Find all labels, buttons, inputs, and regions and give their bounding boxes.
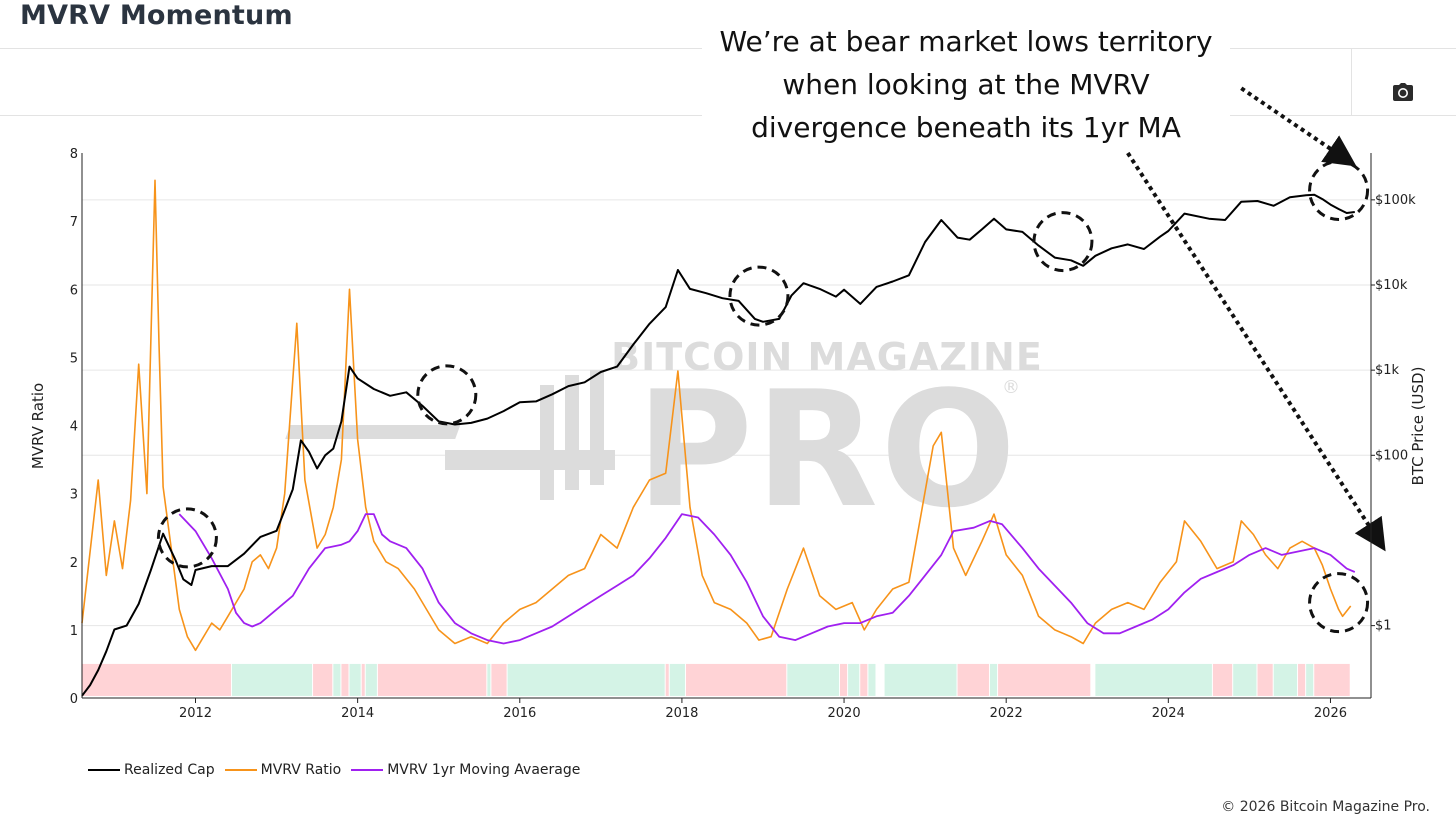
band-bear <box>1298 663 1306 696</box>
watermark: BITCOIN MAGAZINE PRO ® <box>285 335 1043 543</box>
band-bull <box>1095 663 1212 696</box>
y-tick-label-left: 8 <box>70 147 78 162</box>
y-axis-label-left: MVRV Ratio <box>29 383 47 469</box>
band-bull <box>365 663 377 696</box>
watermark-top-text: BITCOIN MAGAZINE <box>611 335 1043 379</box>
highlight-circle <box>1308 572 1370 634</box>
band-bull <box>487 663 491 696</box>
band-bull <box>349 663 361 696</box>
grid <box>82 199 1371 627</box>
x-tick-label: 2022 <box>990 706 1023 721</box>
band-bull <box>333 663 341 696</box>
y-tick-label-left: 4 <box>70 420 78 435</box>
legend-label: Realized Cap <box>124 762 215 778</box>
y-tick-label-left: 7 <box>70 215 78 230</box>
band-bull <box>868 663 876 696</box>
y-tick-label-left: 6 <box>70 283 78 298</box>
legend-swatch <box>224 769 257 771</box>
band-bear <box>1257 663 1273 696</box>
highlight-circle <box>156 507 218 569</box>
x-tick-label: 2016 <box>503 706 536 721</box>
band-bull <box>1233 663 1257 696</box>
y-tick-label-right: $100k <box>1375 193 1416 208</box>
y-axis-label-right: BTC Price (USD) <box>1409 367 1427 486</box>
band-bull <box>989 663 998 696</box>
y-tick-label-left: 0 <box>70 692 78 707</box>
legend-label: MVRV Ratio <box>260 762 342 778</box>
page-title: MVRV Momentum <box>20 0 293 31</box>
highlight-circle <box>416 364 478 426</box>
legend-label: MVRV 1yr Moving Avaerage <box>387 762 581 778</box>
x-tick-label: 2024 <box>1152 706 1185 721</box>
y-tick-label-right: $100 <box>1375 448 1408 463</box>
series-mvrv-ratio-line <box>81 179 1352 652</box>
band-bull <box>669 663 685 696</box>
legend-swatch <box>351 769 384 771</box>
band-bear <box>685 663 787 696</box>
x-tick-label: 2020 <box>828 706 861 721</box>
series-mvrv-ma-line <box>178 513 1356 645</box>
legend: Realized Cap MVRV Ratio MVRV 1yr Moving … <box>88 760 590 780</box>
band-bear <box>839 663 848 696</box>
annotation-line-2: when looking at the MVRV <box>782 68 1150 101</box>
band-bull <box>787 663 839 696</box>
axes <box>81 153 1375 703</box>
highlight-circle <box>1032 211 1094 273</box>
toolbar-separator <box>1351 49 1352 115</box>
band-bear <box>665 663 669 696</box>
legend-item-mvrv-ma[interactable]: MVRV 1yr Moving Avaerage <box>351 762 580 778</box>
highlight-circle <box>1308 159 1370 221</box>
annotation-arrow <box>1240 86 1357 167</box>
series-realized-cap-line <box>81 193 1355 697</box>
band-bear <box>361 663 365 696</box>
x-tick-label: 2014 <box>341 706 374 721</box>
watermark-registered-mark: ® <box>1002 377 1020 398</box>
market-state-bands <box>82 663 1350 696</box>
annotation-textbox: We’re at bear market lows territory when… <box>702 20 1230 149</box>
band-bear <box>377 663 487 696</box>
band-bear <box>1314 663 1350 696</box>
y-tick-label-left: 2 <box>70 556 78 571</box>
watermark-logo-icon <box>285 370 615 500</box>
series <box>81 179 1356 697</box>
band-bear <box>998 663 1091 696</box>
tick-labels: 2012 2014 2016 2018 2020 2022 2024 2026 0 1 2 3 4 5 6 7… <box>70 147 1416 721</box>
band-bull <box>884 663 957 696</box>
y-tick-label-left: 1 <box>70 624 78 639</box>
highlight-circle <box>728 265 790 327</box>
band-bear <box>341 663 349 696</box>
band-bull <box>507 663 665 696</box>
y-tick-label-left: 5 <box>70 351 78 366</box>
legend-item-mvrv-ratio[interactable]: MVRV Ratio <box>224 762 342 778</box>
camera-icon[interactable] <box>1392 82 1414 102</box>
annotation-line-1: We’re at bear market lows territory <box>719 25 1213 58</box>
band-bear <box>860 663 868 696</box>
x-tick-label: 2018 <box>665 706 698 721</box>
y-tick-label-right: $10k <box>1375 278 1408 293</box>
annotation-arrow <box>1126 151 1386 552</box>
x-tick-label: 2026 <box>1314 706 1347 721</box>
band-bull <box>1273 663 1298 696</box>
highlight-circles <box>156 159 1370 634</box>
y-tick-label-left: 3 <box>70 488 78 503</box>
band-bull <box>1306 663 1314 696</box>
band-bull <box>231 663 313 696</box>
legend-swatch <box>88 769 120 771</box>
band-bear <box>1212 663 1233 696</box>
x-tick-label: 2012 <box>179 706 212 721</box>
annotation-arrows <box>1126 86 1386 552</box>
legend-item-realized-cap[interactable]: Realized Cap <box>88 762 215 778</box>
band-bull <box>848 663 860 696</box>
y-tick-label-right: $1 <box>1375 619 1392 634</box>
watermark-main-text: PRO <box>636 356 1018 543</box>
band-bear <box>491 663 507 696</box>
y-tick-label-right: $1k <box>1375 363 1400 378</box>
copyright-notice: © 2026 Bitcoin Magazine Pro. <box>1221 799 1430 815</box>
band-bear <box>313 663 333 696</box>
annotation-line-3: divergence beneath its 1yr MA <box>751 111 1181 144</box>
band-bear <box>957 663 989 696</box>
band-bear <box>82 663 231 696</box>
